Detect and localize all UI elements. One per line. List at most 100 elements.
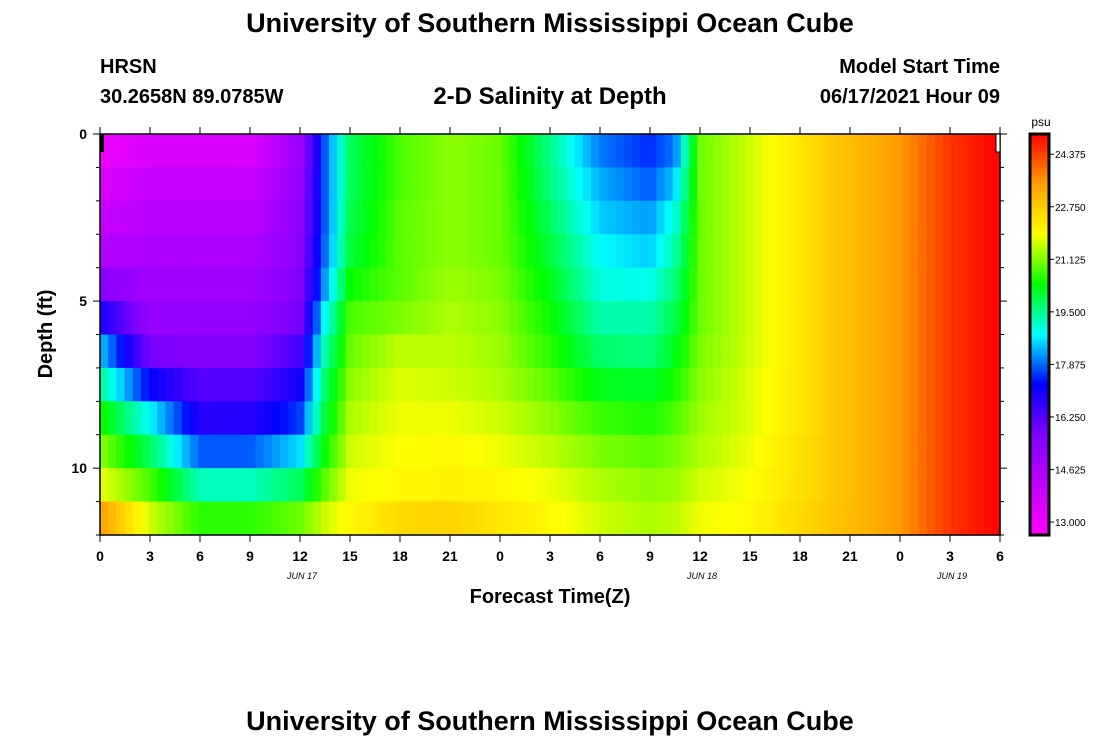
heatmap-cell xyxy=(844,301,854,336)
heatmap-cell xyxy=(230,434,240,469)
heatmap-cell xyxy=(239,134,248,169)
heatmap-cell xyxy=(558,434,567,469)
heatmap-cell xyxy=(550,167,559,202)
heatmap-cell xyxy=(967,334,977,369)
heatmap-cell xyxy=(492,501,502,536)
heatmap-cell xyxy=(877,501,887,536)
heatmap-cell xyxy=(762,367,772,402)
heatmap-cell xyxy=(640,468,649,503)
heatmap-cell xyxy=(811,334,821,369)
heatmap-cell xyxy=(198,234,207,269)
heatmap-cell xyxy=(337,401,347,436)
heatmap-cell xyxy=(517,134,527,169)
heatmap-cell xyxy=(181,301,191,336)
heatmap-cell xyxy=(566,501,576,536)
heatmap-cell xyxy=(378,367,387,402)
heatmap-cell xyxy=(149,367,158,402)
heatmap-cell xyxy=(165,167,175,202)
heatmap-cell xyxy=(541,434,551,469)
heatmap-cell xyxy=(631,267,641,302)
heatmap-cell xyxy=(574,401,584,436)
heatmap-cell xyxy=(689,200,698,235)
heatmap-cell xyxy=(558,134,567,169)
heatmap-cell xyxy=(869,234,878,269)
heatmap-cell xyxy=(950,301,960,336)
heatmap-cell xyxy=(124,134,134,169)
heatmap-cell xyxy=(860,334,870,369)
heatmap-cell xyxy=(116,267,126,302)
heatmap-cell xyxy=(738,334,747,369)
heatmap-cell xyxy=(214,501,224,536)
heatmap-cell xyxy=(607,301,617,336)
heatmap-cell xyxy=(779,334,788,369)
heatmap-cell xyxy=(950,200,960,235)
heatmap-cell xyxy=(337,301,347,336)
heatmap-cell xyxy=(656,501,666,536)
heatmap-cell xyxy=(738,200,747,235)
heatmap-cell xyxy=(730,434,739,469)
heatmap-cell xyxy=(680,134,690,169)
heatmap-cell xyxy=(533,234,543,269)
heatmap-cell xyxy=(623,301,633,336)
heatmap-cell xyxy=(779,134,788,169)
heatmap-cell xyxy=(124,267,134,302)
heatmap-cell xyxy=(525,234,535,269)
heatmap-cell xyxy=(721,501,731,536)
heatmap-cell xyxy=(869,167,878,202)
heatmap-cell xyxy=(460,200,469,235)
heatmap-cell xyxy=(770,200,780,235)
heatmap-cell xyxy=(320,434,330,469)
heatmap-cell xyxy=(394,200,404,235)
heatmap-cell xyxy=(427,468,437,503)
heatmap-cell xyxy=(410,501,420,536)
heatmap-cell xyxy=(100,401,109,436)
heatmap-cell xyxy=(108,267,117,302)
heatmap-cell xyxy=(640,301,649,336)
heatmap-cell xyxy=(280,501,289,536)
heatmap-cell xyxy=(910,367,919,402)
heatmap-cell xyxy=(860,134,870,169)
heatmap-cell xyxy=(885,401,895,436)
heatmap-cell xyxy=(247,200,257,235)
heatmap-cell xyxy=(140,134,150,169)
heatmap-cell xyxy=(419,267,428,302)
heatmap-cell xyxy=(803,134,813,169)
heatmap-cell xyxy=(149,200,158,235)
heatmap-cell xyxy=(746,367,756,402)
heatmap-cell xyxy=(206,200,216,235)
heatmap-cell xyxy=(370,301,379,336)
heatmap-cell xyxy=(353,401,363,436)
heatmap-cell xyxy=(599,167,608,202)
heatmap-cell xyxy=(247,468,257,503)
heatmap-cell xyxy=(730,167,739,202)
heatmap-cell xyxy=(230,334,240,369)
heatmap-cell xyxy=(860,234,870,269)
heatmap-cell xyxy=(770,301,780,336)
heatmap-cell xyxy=(320,267,330,302)
heatmap-cell xyxy=(525,267,535,302)
heatmap-cell xyxy=(959,401,968,436)
heatmap-cell xyxy=(582,401,592,436)
heatmap-cell xyxy=(672,301,682,336)
heatmap-cell xyxy=(468,401,477,436)
heatmap-cell xyxy=(280,200,289,235)
heatmap-cell xyxy=(934,501,944,536)
heatmap-cell xyxy=(844,367,854,402)
heatmap-cell xyxy=(492,134,502,169)
heatmap-cell xyxy=(181,501,191,536)
heatmap-cell xyxy=(214,434,224,469)
heatmap-cell xyxy=(410,434,420,469)
heatmap-cell xyxy=(615,334,625,369)
heatmap-cell xyxy=(386,134,396,169)
x-tick-label: 21 xyxy=(442,548,458,564)
heatmap-cell xyxy=(108,501,117,536)
heatmap-cell xyxy=(222,167,232,202)
heatmap-cell xyxy=(640,267,649,302)
heatmap-cell xyxy=(738,367,747,402)
heatmap-cell xyxy=(304,200,314,235)
heatmap-cell xyxy=(484,434,494,469)
heatmap-cell xyxy=(828,334,837,369)
heatmap-cell xyxy=(959,301,968,336)
heatmap-cell xyxy=(361,267,371,302)
heatmap-cell xyxy=(746,234,756,269)
